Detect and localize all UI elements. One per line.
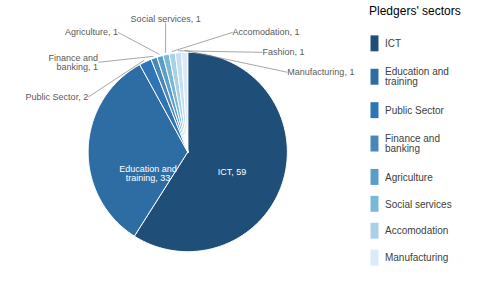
svg-text:Social services: Social services (385, 199, 452, 210)
svg-text:Social services, 1: Social services, 1 (130, 14, 201, 25)
svg-text:Finance andbanking: Finance andbanking (385, 133, 440, 154)
svg-text:Finance andbanking, 1: Finance andbanking, 1 (49, 53, 99, 72)
svg-text:ICT, 59: ICT, 59 (218, 167, 247, 177)
svg-text:Public Sector, 2: Public Sector, 2 (26, 92, 89, 102)
svg-text:Agriculture: Agriculture (385, 172, 433, 183)
svg-text:Public Sector: Public Sector (385, 105, 445, 116)
svg-text:Manufacturing, 1: Manufacturing, 1 (287, 67, 354, 77)
svg-text:Accomodation, 1: Accomodation, 1 (233, 27, 300, 37)
svg-text:Fashion, 1: Fashion, 1 (262, 47, 304, 57)
svg-text:Accomodation: Accomodation (385, 225, 448, 236)
svg-text:Agriculture, 1: Agriculture, 1 (65, 27, 118, 37)
svg-text:Education andtraining: Education andtraining (385, 66, 449, 87)
svg-text:ICT: ICT (385, 38, 401, 49)
svg-text:Pledgers' sectors: Pledgers' sectors (369, 4, 461, 18)
svg-text:Manufacturing: Manufacturing (385, 252, 448, 263)
svg-text:Education andtraining, 33: Education andtraining, 33 (119, 164, 177, 183)
